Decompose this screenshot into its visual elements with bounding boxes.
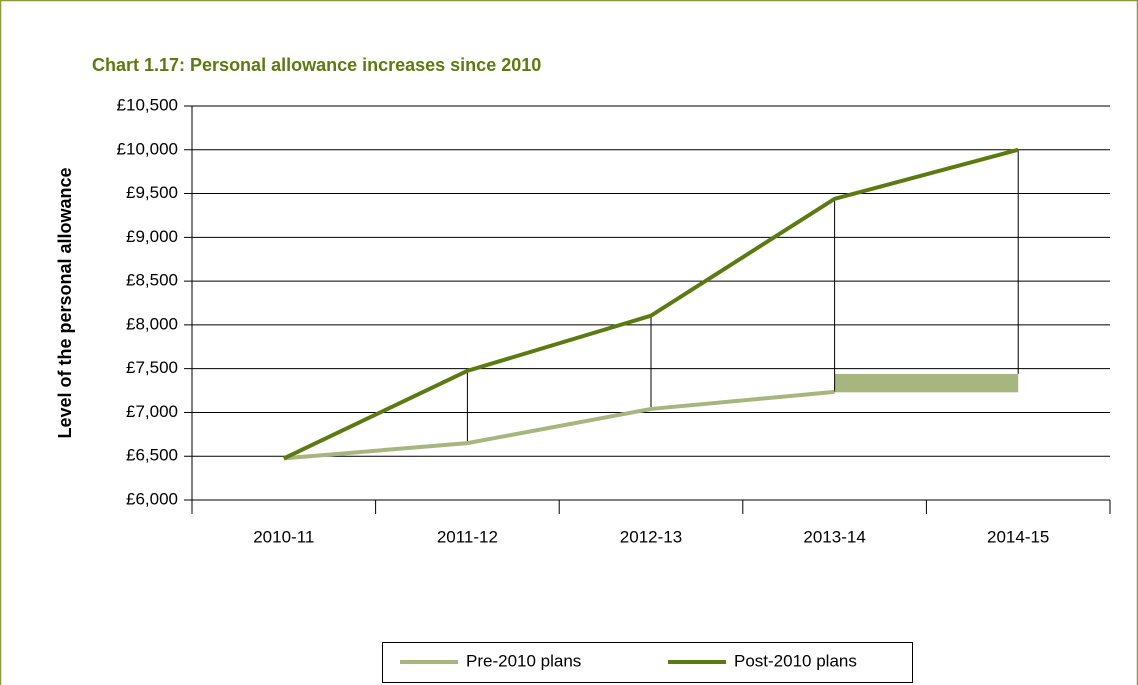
y-axis-label: Level of the personal allowance bbox=[55, 167, 75, 438]
y-tick-label: £9,500 bbox=[126, 183, 178, 202]
series-line bbox=[282, 147, 1019, 461]
y-tick-label: £10,500 bbox=[117, 95, 178, 114]
x-tick-label: 2011-12 bbox=[437, 527, 498, 546]
legend-box bbox=[382, 642, 913, 683]
y-tick-label: £7,500 bbox=[126, 358, 178, 377]
y-tick-label: £8,500 bbox=[126, 271, 178, 290]
chart-title: Chart 1.17: Personal allowance increases… bbox=[92, 55, 541, 75]
x-tick-label: 2013-14 bbox=[803, 527, 865, 546]
x-tick-label: 2010-11 bbox=[253, 527, 314, 546]
x-tick-label: 2012-13 bbox=[620, 527, 682, 546]
y-tick-label: £6,500 bbox=[126, 446, 178, 465]
series-line bbox=[283, 389, 835, 461]
legend-label: Pre-2010 plans bbox=[466, 651, 581, 670]
y-tick-label: £6,000 bbox=[126, 489, 178, 508]
shaded-range bbox=[834, 373, 1019, 393]
y-tick-label: £7,000 bbox=[126, 402, 178, 421]
x-tick-label: 2014-15 bbox=[987, 527, 1049, 546]
y-tick-label: £9,000 bbox=[126, 227, 178, 246]
y-tick-label: £10,000 bbox=[117, 139, 178, 158]
y-tick-label: £8,000 bbox=[126, 314, 178, 333]
legend-label: Post-2010 plans bbox=[734, 651, 857, 670]
